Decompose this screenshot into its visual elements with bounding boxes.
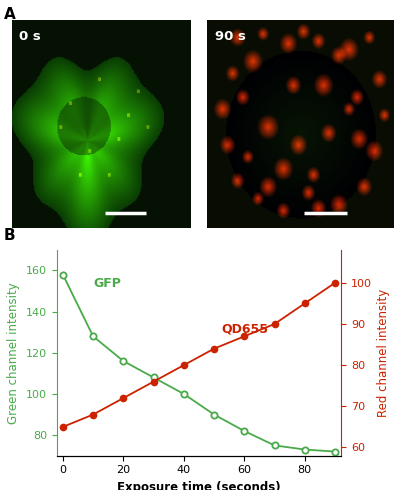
- Text: QD655: QD655: [221, 322, 268, 335]
- Y-axis label: Red channel intensity: Red channel intensity: [376, 289, 389, 417]
- Text: B: B: [4, 228, 16, 243]
- Text: 0 s: 0 s: [19, 30, 41, 43]
- Text: A: A: [4, 7, 16, 23]
- Y-axis label: Green channel intensity: Green channel intensity: [7, 282, 20, 424]
- Text: GFP: GFP: [94, 277, 122, 290]
- X-axis label: Exposure time (seconds): Exposure time (seconds): [117, 481, 280, 490]
- Text: 90 s: 90 s: [214, 30, 245, 43]
